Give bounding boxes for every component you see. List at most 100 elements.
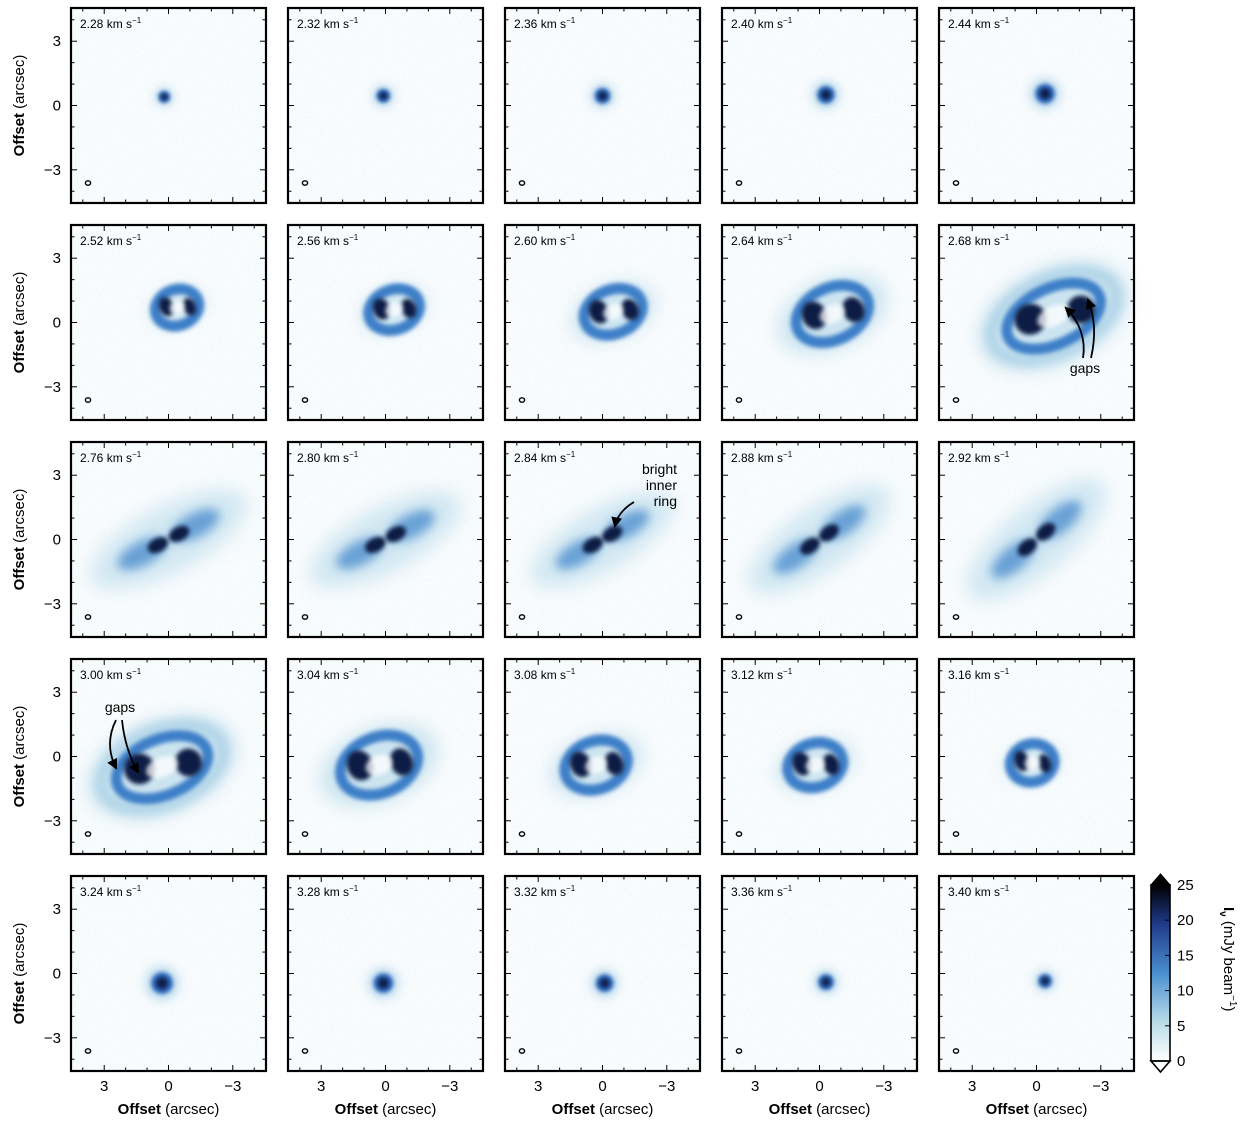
panel-frame bbox=[69, 874, 268, 1073]
panel-frame bbox=[286, 874, 485, 1073]
panel-frame bbox=[503, 223, 702, 422]
emission bbox=[309, 491, 462, 588]
emission-peak bbox=[346, 750, 373, 781]
channel-panel: 2.44 km s−1 bbox=[937, 6, 1136, 205]
panel-frame bbox=[503, 6, 702, 205]
panel-frame bbox=[503, 874, 702, 1073]
x-tick-label: 0 bbox=[815, 1078, 823, 1095]
velocity-label: 2.68 km s−1 bbox=[948, 233, 1010, 248]
panels-layer: 2.28 km s−1 2.32 km s−1 2.36 km s−1 2.40 km… bbox=[69, 6, 1136, 1073]
emission bbox=[319, 723, 439, 807]
emission-peak bbox=[598, 91, 607, 101]
emission bbox=[813, 969, 839, 995]
velocity-label: 2.84 km s−1 bbox=[514, 450, 576, 465]
emission-peak bbox=[1036, 522, 1056, 541]
y-tick-label: 0 bbox=[53, 98, 61, 115]
emission-peak bbox=[401, 298, 417, 319]
x-tick-label: 0 bbox=[1032, 1078, 1040, 1095]
emission-peak bbox=[160, 93, 168, 101]
beam-ellipse bbox=[84, 180, 92, 186]
y-tick-label: −3 bbox=[44, 1030, 61, 1047]
emission bbox=[571, 282, 656, 342]
emission-peak bbox=[820, 89, 831, 100]
velocity-label: 2.52 km s−1 bbox=[80, 233, 142, 248]
emission-hole bbox=[365, 754, 393, 776]
x-tick-label: −3 bbox=[658, 1078, 675, 1095]
velocity-label: 3.12 km s−1 bbox=[731, 667, 793, 682]
colorbar-tick-label: 20 bbox=[1177, 912, 1194, 929]
velocity-label: 2.88 km s−1 bbox=[731, 450, 793, 465]
panel-frame bbox=[937, 223, 1136, 422]
gaps-arrow bbox=[1086, 297, 1097, 359]
x-tick-label: 3 bbox=[100, 1078, 108, 1095]
emission-peak bbox=[365, 536, 386, 554]
emission bbox=[1029, 77, 1062, 110]
beam-ellipse bbox=[84, 1048, 92, 1054]
emission bbox=[530, 490, 675, 589]
emission-peak bbox=[1041, 977, 1049, 985]
panel-frame bbox=[69, 657, 268, 856]
x-tick-label: −3 bbox=[441, 1078, 458, 1095]
emission-ring bbox=[363, 283, 425, 336]
y-tick-label: 3 bbox=[53, 467, 61, 484]
emission bbox=[372, 84, 395, 108]
emission-peak bbox=[792, 751, 811, 776]
emission-peak bbox=[379, 92, 388, 100]
beam-ellipse bbox=[735, 831, 743, 837]
velocity-label: 2.36 km s−1 bbox=[514, 16, 576, 31]
panel-frame bbox=[286, 440, 485, 639]
beam-ellipse bbox=[735, 397, 743, 403]
y-tick-label: −3 bbox=[44, 813, 61, 830]
emission-peak bbox=[821, 977, 831, 987]
emission-peak bbox=[621, 299, 639, 321]
panel-frame bbox=[937, 657, 1136, 856]
channel-panel: 2.76 km s−1 bbox=[69, 440, 268, 639]
bright-inner-ring-annotation: bright bbox=[642, 461, 677, 477]
emission-ring bbox=[559, 734, 633, 796]
panel-frame bbox=[69, 440, 268, 639]
emission-peak bbox=[377, 977, 389, 989]
y-tick-label: −3 bbox=[44, 379, 61, 396]
emission-peak bbox=[823, 753, 840, 776]
channel-panel: 3.40 km s−1 bbox=[937, 874, 1136, 1073]
x-tick-label: 3 bbox=[968, 1078, 976, 1095]
emission-peak bbox=[183, 298, 197, 316]
velocity-label: 3.04 km s−1 bbox=[297, 667, 359, 682]
y-tick-label: 0 bbox=[53, 315, 61, 332]
emission-ring bbox=[150, 283, 205, 332]
y-tick-label: −3 bbox=[44, 596, 61, 613]
emission-peak bbox=[819, 524, 839, 542]
emission bbox=[367, 967, 400, 1000]
channel-panel: 3.24 km s−1 bbox=[69, 874, 268, 1073]
x-tick-label: −3 bbox=[224, 1078, 241, 1095]
x-axis-label: Offset (arcsec) bbox=[335, 1101, 437, 1118]
emission-ring bbox=[578, 282, 648, 341]
y-axis-label: Offset (arcsec) bbox=[11, 55, 28, 157]
velocity-label: 2.28 km s−1 bbox=[80, 16, 142, 31]
x-axis-label: Offset (arcsec) bbox=[118, 1101, 220, 1118]
panel-noise bbox=[939, 876, 1134, 1071]
emission-ring bbox=[1001, 277, 1106, 355]
channel-panel: 2.36 km s−1 bbox=[503, 6, 702, 205]
emission-peak bbox=[1014, 750, 1029, 772]
emission-ring bbox=[790, 279, 875, 348]
emission bbox=[811, 80, 841, 110]
emission-peak bbox=[599, 978, 610, 989]
colorbar: 25 20 15 10 5 0 Iν (mJy beam−1) bbox=[1149, 873, 1238, 1074]
velocity-label: 2.44 km s−1 bbox=[948, 16, 1010, 31]
beam-ellipse bbox=[518, 614, 526, 620]
emission-peak bbox=[842, 297, 865, 323]
channel-panel: 3.12 km s−1 bbox=[720, 657, 919, 856]
velocity-label: 2.76 km s−1 bbox=[80, 450, 142, 465]
emission bbox=[1033, 969, 1057, 993]
beam-ellipse bbox=[518, 1048, 526, 1054]
emission-peak bbox=[582, 536, 603, 554]
emission-peak bbox=[156, 977, 169, 990]
beam-ellipse bbox=[301, 397, 309, 403]
emission-peak bbox=[604, 751, 624, 776]
emission bbox=[90, 489, 247, 590]
y-axis-label: Offset (arcsec) bbox=[11, 489, 28, 591]
velocity-label: 2.32 km s−1 bbox=[297, 16, 359, 31]
colorbar-tick-label: 15 bbox=[1177, 947, 1194, 964]
